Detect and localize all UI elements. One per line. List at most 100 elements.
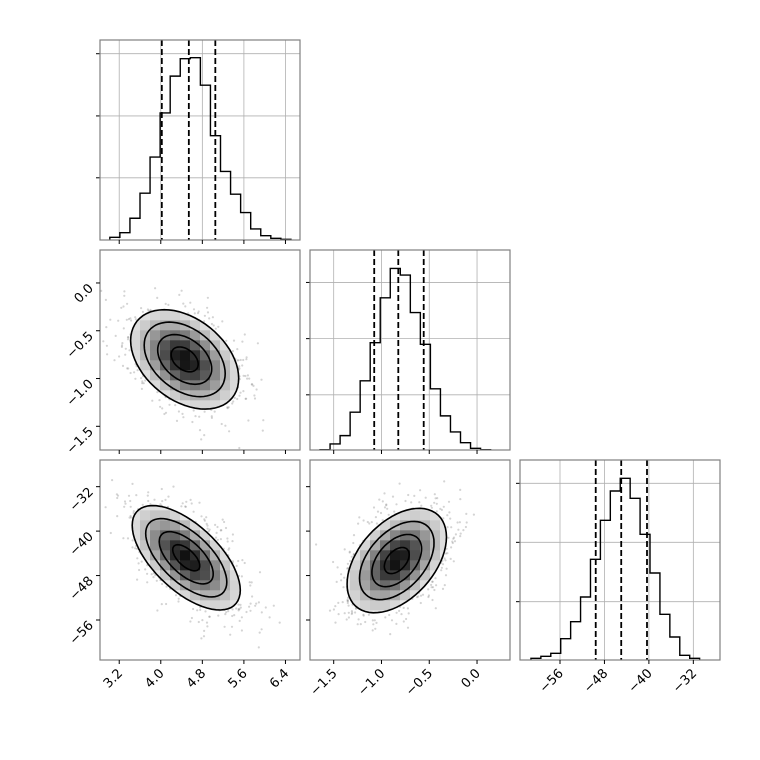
scatter-point [252,384,255,387]
density-cell [170,309,181,311]
density-cell [140,330,151,341]
density-cell [370,540,381,551]
scatter-point [102,340,105,343]
density-cell [480,580,490,590]
density-cell [470,470,480,480]
scatter-point [231,614,234,618]
density-cell [480,540,490,550]
density-cell [360,650,370,660]
density-cell [170,340,181,351]
density-cell [100,410,110,420]
density-cell [290,470,300,480]
scatter-point [126,302,129,305]
density-cell [180,390,191,401]
density-cell [160,320,171,331]
density-cell [280,570,290,580]
density-cell [190,520,201,531]
density-cell [380,480,390,490]
x-tick-label: 3.2 [101,666,126,691]
scatter-point [198,415,201,418]
density-cell [390,520,401,531]
density-cell [150,420,160,430]
scatter-point [260,378,263,381]
scatter-point [224,424,227,427]
density-cell [140,400,151,410]
scatter-point [447,536,450,539]
scatter-point [434,577,437,580]
contour-line [171,543,201,572]
density-cell [120,650,130,660]
density-cell [500,620,510,630]
density-cell [410,570,421,581]
scatter-point [278,621,281,624]
density-cell [490,570,500,580]
density-cell [150,480,160,490]
panel-content [310,470,510,660]
scatter-point [340,579,343,582]
histogram-bar [571,622,581,660]
density-cell [190,590,201,601]
density-cell [290,420,300,430]
density-cell [490,600,500,610]
density-cell [310,650,320,660]
scatter-point [161,500,164,503]
density-cell [320,540,330,550]
density-cell [132,600,141,610]
density-cell [420,640,430,650]
scatter-point [449,517,452,520]
density-cell [400,470,410,480]
scatter-point [430,506,433,509]
density-cell [180,310,191,321]
scatter-point [264,606,267,609]
density-cell [140,410,150,420]
scatter-point [435,502,438,505]
density-cell [100,320,110,330]
density-cell [110,290,120,300]
density-cell [190,470,200,480]
density-cell [350,620,360,630]
histogram-bar [340,436,350,450]
density-cell [270,250,280,260]
density-cell [130,270,140,280]
density-cell [220,480,230,490]
x-tick-label: 5.6 [225,666,250,691]
density-cell [100,420,110,430]
scatter-point [248,581,251,584]
density-cell [180,640,190,650]
density-cell [200,540,211,551]
density-cell [260,330,270,340]
density-cell [460,630,470,640]
density-cell [290,480,300,490]
density-cell [260,260,270,270]
density-cell [190,400,201,410]
scatter-point [190,502,193,505]
density-cell [190,270,200,280]
density-cell [140,505,151,511]
scatter-point [260,611,263,614]
scatter-point [434,607,437,610]
scatter-point [462,529,465,532]
density-cell [150,440,160,450]
density-cell [250,610,260,620]
density-cell [200,590,211,601]
density-cell [280,340,290,350]
scatter-point [111,479,114,482]
scatter-point [199,608,202,612]
density-cell [240,380,250,390]
density-cell [110,500,120,510]
contour-line [383,546,411,575]
scatter-point [146,581,149,584]
density-cell [270,530,280,540]
density-cell [350,640,360,650]
density-cell [250,420,260,430]
density-cell [310,540,320,550]
density-cell [210,640,220,650]
density-cell [330,590,340,600]
density-cell [132,590,141,601]
density-cell [360,570,371,581]
density-cell [410,620,420,630]
density-cell [280,390,290,400]
histogram-bar [630,498,640,660]
density-cell [250,340,260,350]
histogram-panel-1 [96,40,300,241]
